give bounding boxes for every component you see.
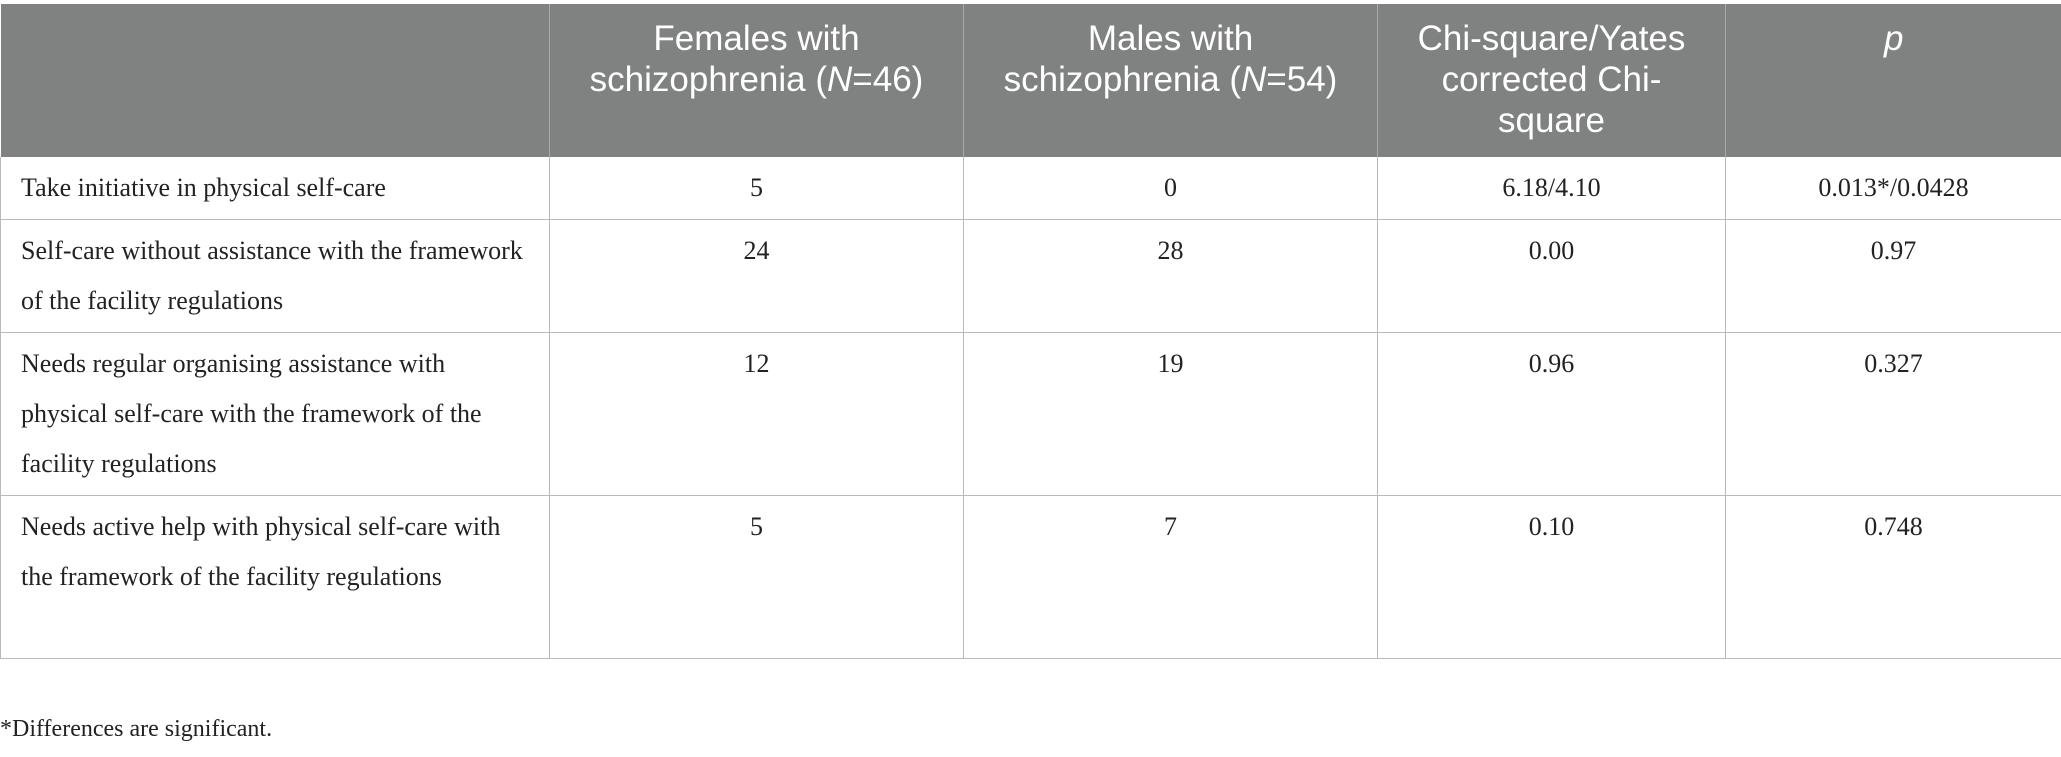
- header-females: Females with schizophrenia (N=46): [549, 4, 964, 157]
- header-males: Males with schizophrenia (N=54): [963, 4, 1378, 157]
- row-label: Needs regular organising assistance with…: [0, 332, 550, 496]
- cell-males: 0: [963, 157, 1378, 220]
- table-row: Needs regular organising assistance with…: [0, 332, 2061, 496]
- table-row: Self-care without assistance with the fr…: [0, 219, 2061, 333]
- header-males-n: N: [1241, 60, 1267, 99]
- cell-males: 28: [963, 219, 1378, 333]
- cell-p: 0.327: [1725, 332, 2061, 496]
- header-females-n: N: [827, 60, 853, 99]
- results-table: Females with schizophrenia (N=46) Males …: [0, 4, 2061, 659]
- cell-females: 5: [549, 495, 964, 659]
- cell-p: 0.97: [1725, 219, 2061, 333]
- results-table-wrapper: Females with schizophrenia (N=46) Males …: [0, 4, 2061, 659]
- cell-females: 24: [549, 219, 964, 333]
- cell-males: 19: [963, 332, 1378, 496]
- cell-chi-square: 6.18/4.10: [1377, 157, 1726, 220]
- header-row: Females with schizophrenia (N=46) Males …: [0, 4, 2061, 157]
- row-label: Self-care without assistance with the fr…: [0, 219, 550, 333]
- row-label: Needs active help with physical self-car…: [0, 495, 550, 659]
- header-males-pre: Males with schizophrenia (: [1003, 19, 1254, 99]
- header-p: p: [1725, 4, 2061, 157]
- cell-p: 0.013*/0.0428: [1725, 157, 2061, 220]
- header-females-pre: Females with schizophrenia (: [589, 19, 860, 99]
- header-chi-pre: Chi-square/Yates corrected Chi-square: [1417, 19, 1686, 140]
- row-label: Take initiative in physical self-care: [0, 157, 550, 220]
- cell-males: 7: [963, 495, 1378, 659]
- table-footnote: *Differences are significant.: [0, 716, 273, 742]
- cell-females: 12: [549, 332, 964, 496]
- table-row: Needs active help with physical self-car…: [0, 495, 2061, 659]
- cell-p: 0.748: [1725, 495, 2061, 659]
- cell-chi-square: 0.10: [1377, 495, 1726, 659]
- header-females-post: =46): [852, 60, 924, 99]
- cell-chi-square: 0.00: [1377, 219, 1726, 333]
- cell-females: 5: [549, 157, 964, 220]
- cell-chi-square: 0.96: [1377, 332, 1726, 496]
- header-p-italic: p: [1884, 19, 1904, 58]
- table-row: Take initiative in physical self-care 5 …: [0, 157, 2061, 220]
- header-chi-square: Chi-square/Yates corrected Chi-square: [1377, 4, 1726, 157]
- header-empty: [0, 4, 550, 157]
- header-males-post: =54): [1266, 60, 1338, 99]
